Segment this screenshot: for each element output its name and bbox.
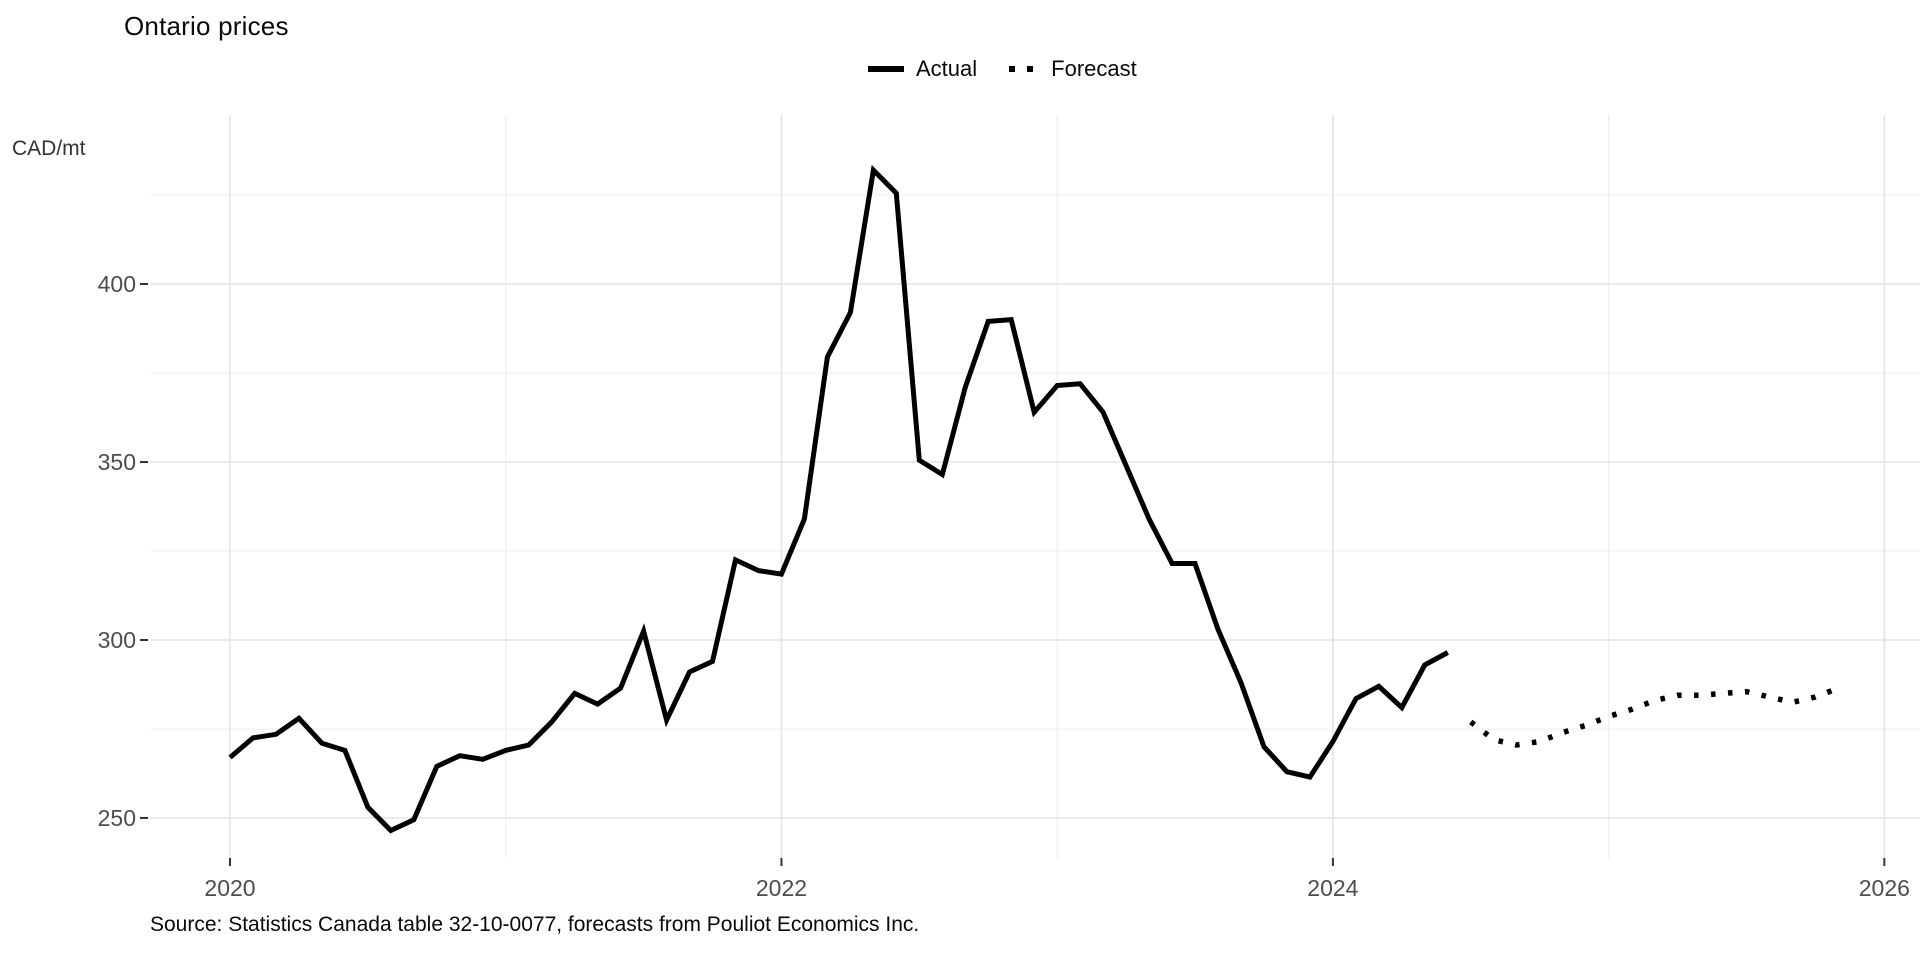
legend: Actual Forecast (868, 56, 1137, 82)
y-tick-label: 350 (98, 449, 136, 475)
dotted-line-key-icon (1003, 66, 1039, 72)
chart-title: Ontario prices (124, 11, 289, 41)
y-tick-label: 400 (98, 271, 136, 297)
series-actual-line (228, 164, 1449, 834)
x-tick-label: 2024 (1307, 875, 1358, 901)
legend-label-actual: Actual (916, 56, 978, 81)
y-tick-label: 250 (98, 805, 136, 831)
legend-item-forecast: Forecast (1003, 56, 1137, 82)
source-caption: Source: Statistics Canada table 32-10-00… (150, 913, 920, 936)
legend-item-actual: Actual (868, 56, 977, 82)
y-axis-unit-label: CAD/mt (12, 137, 86, 160)
x-tick-label: 2026 (1859, 875, 1910, 901)
x-tick-label: 2022 (756, 875, 807, 901)
series-forecast-line (1469, 685, 1840, 748)
y-tick-label: 300 (98, 627, 136, 653)
x-tick-label: 2020 (204, 875, 255, 901)
solid-line-key-icon (868, 66, 904, 72)
legend-label-forecast: Forecast (1051, 56, 1137, 81)
